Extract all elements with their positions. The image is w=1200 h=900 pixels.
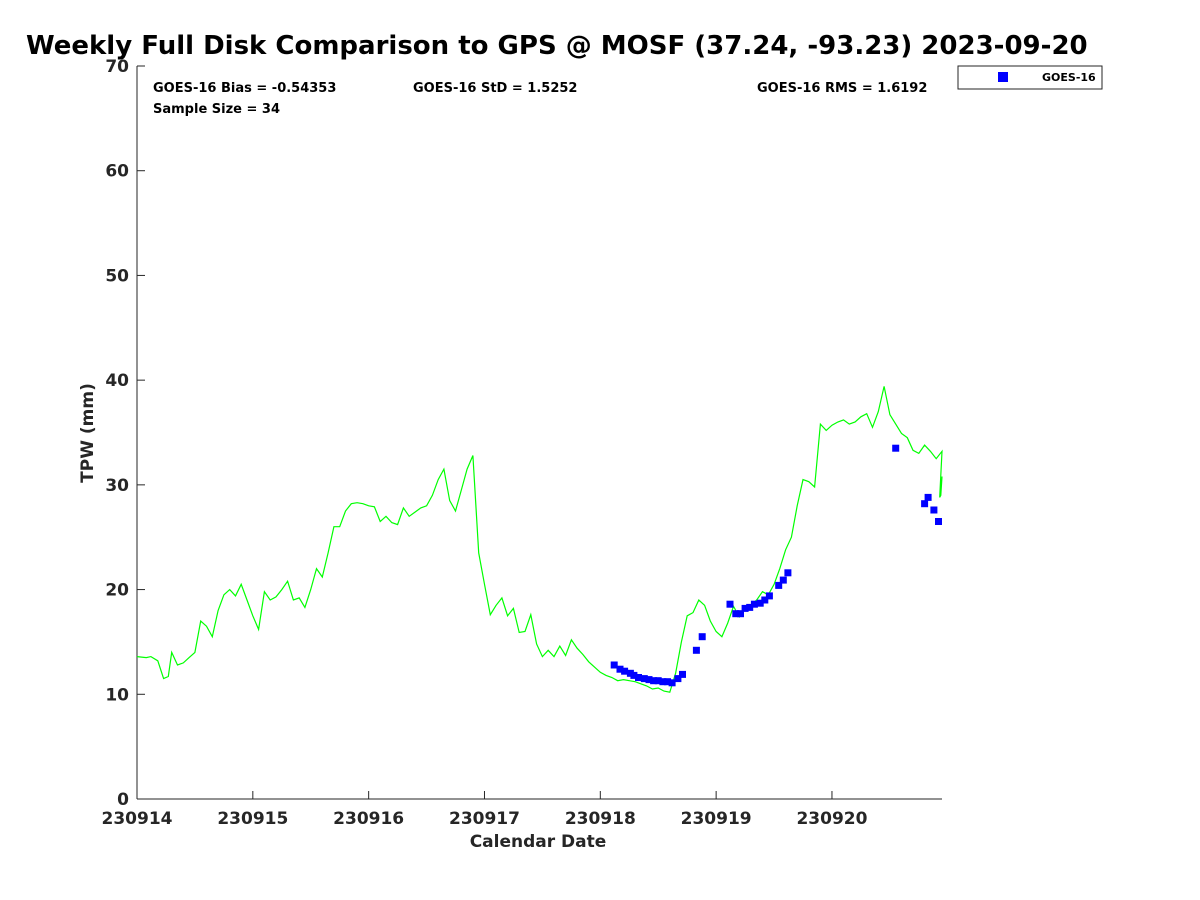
y-tick-label: 20 [105, 581, 129, 601]
x-tick-label: 230915 [217, 809, 288, 829]
legend-box [957, 65, 1103, 90]
goes16-point [930, 506, 938, 514]
goes16-point [924, 493, 932, 501]
legend-marker-goes16 [998, 72, 1008, 82]
goes16-point [616, 665, 624, 673]
goes16-point [679, 670, 686, 678]
goes16-point [650, 677, 658, 685]
goes16-point [664, 678, 671, 686]
x-tick-label: 230918 [565, 809, 636, 829]
legend: GOES-16 [957, 65, 1103, 90]
x-tick-label: 230914 [102, 809, 173, 829]
goes16-point [726, 600, 734, 608]
goes16-point [659, 678, 667, 686]
chart-title: Weekly Full Disk Comparison to GPS @ MOS… [26, 31, 1088, 61]
x-axis-ticks: 230914 230915 230916 230917 230918 230919 2309… [102, 791, 868, 829]
x-tick-label: 230919 [681, 809, 752, 829]
x-axis-label: Calendar Date [470, 832, 607, 852]
goes16-point [741, 604, 749, 612]
x-tick-label: 230916 [333, 809, 404, 829]
y-tick-label: 70 [105, 57, 129, 77]
goes16-point [756, 599, 764, 607]
goes16-point [692, 646, 700, 654]
x-tick-label: 230920 [796, 809, 867, 829]
goes16-point [621, 667, 629, 675]
y-tick-label: 40 [105, 371, 129, 391]
goes16-point [654, 677, 662, 685]
x-tick-label: 230917 [449, 809, 520, 829]
goes16-point [892, 444, 900, 452]
goes16-point [610, 661, 618, 669]
series-gps-line [136, 386, 943, 693]
goes16-point [784, 569, 792, 577]
stat-bias: GOES-16 Bias = -0.54353 [153, 81, 336, 96]
goes16-point [732, 610, 740, 618]
goes16-point [921, 500, 929, 508]
y-axis-label: TPW (mm) [78, 383, 98, 483]
y-tick-label: 50 [105, 266, 129, 286]
series-goes16-markers [610, 444, 942, 687]
goes16-point [645, 676, 653, 684]
goes16-point [698, 633, 706, 641]
goes16-point [765, 592, 773, 600]
goes16-point [635, 674, 642, 681]
stat-rms: GOES-16 RMS = 1.6192 [757, 81, 927, 96]
goes16-point [761, 596, 769, 604]
goes16-point [737, 610, 744, 618]
stat-sample-size: Sample Size = 34 [153, 102, 280, 117]
goes16-point [750, 600, 758, 608]
goes16-point [640, 675, 648, 683]
y-tick-label: 30 [105, 476, 129, 496]
y-tick-label: 10 [105, 685, 129, 705]
gps-tpw-line [136, 386, 943, 693]
goes16-point [674, 675, 682, 683]
goes16-point [630, 671, 638, 679]
goes16-point [746, 603, 754, 611]
y-tick-label: 60 [105, 162, 129, 182]
goes16-point [775, 581, 783, 589]
goes16-point [935, 518, 942, 525]
y-tick-label: 0 [117, 790, 129, 810]
stat-std: GOES-16 StD = 1.5252 [413, 81, 577, 96]
goes16-point [779, 576, 787, 584]
legend-label-goes16: GOES-16 [1042, 71, 1096, 84]
y-axis-ticks: 0 10 20 30 40 50 60 70 [105, 57, 145, 810]
goes16-point [668, 679, 676, 687]
